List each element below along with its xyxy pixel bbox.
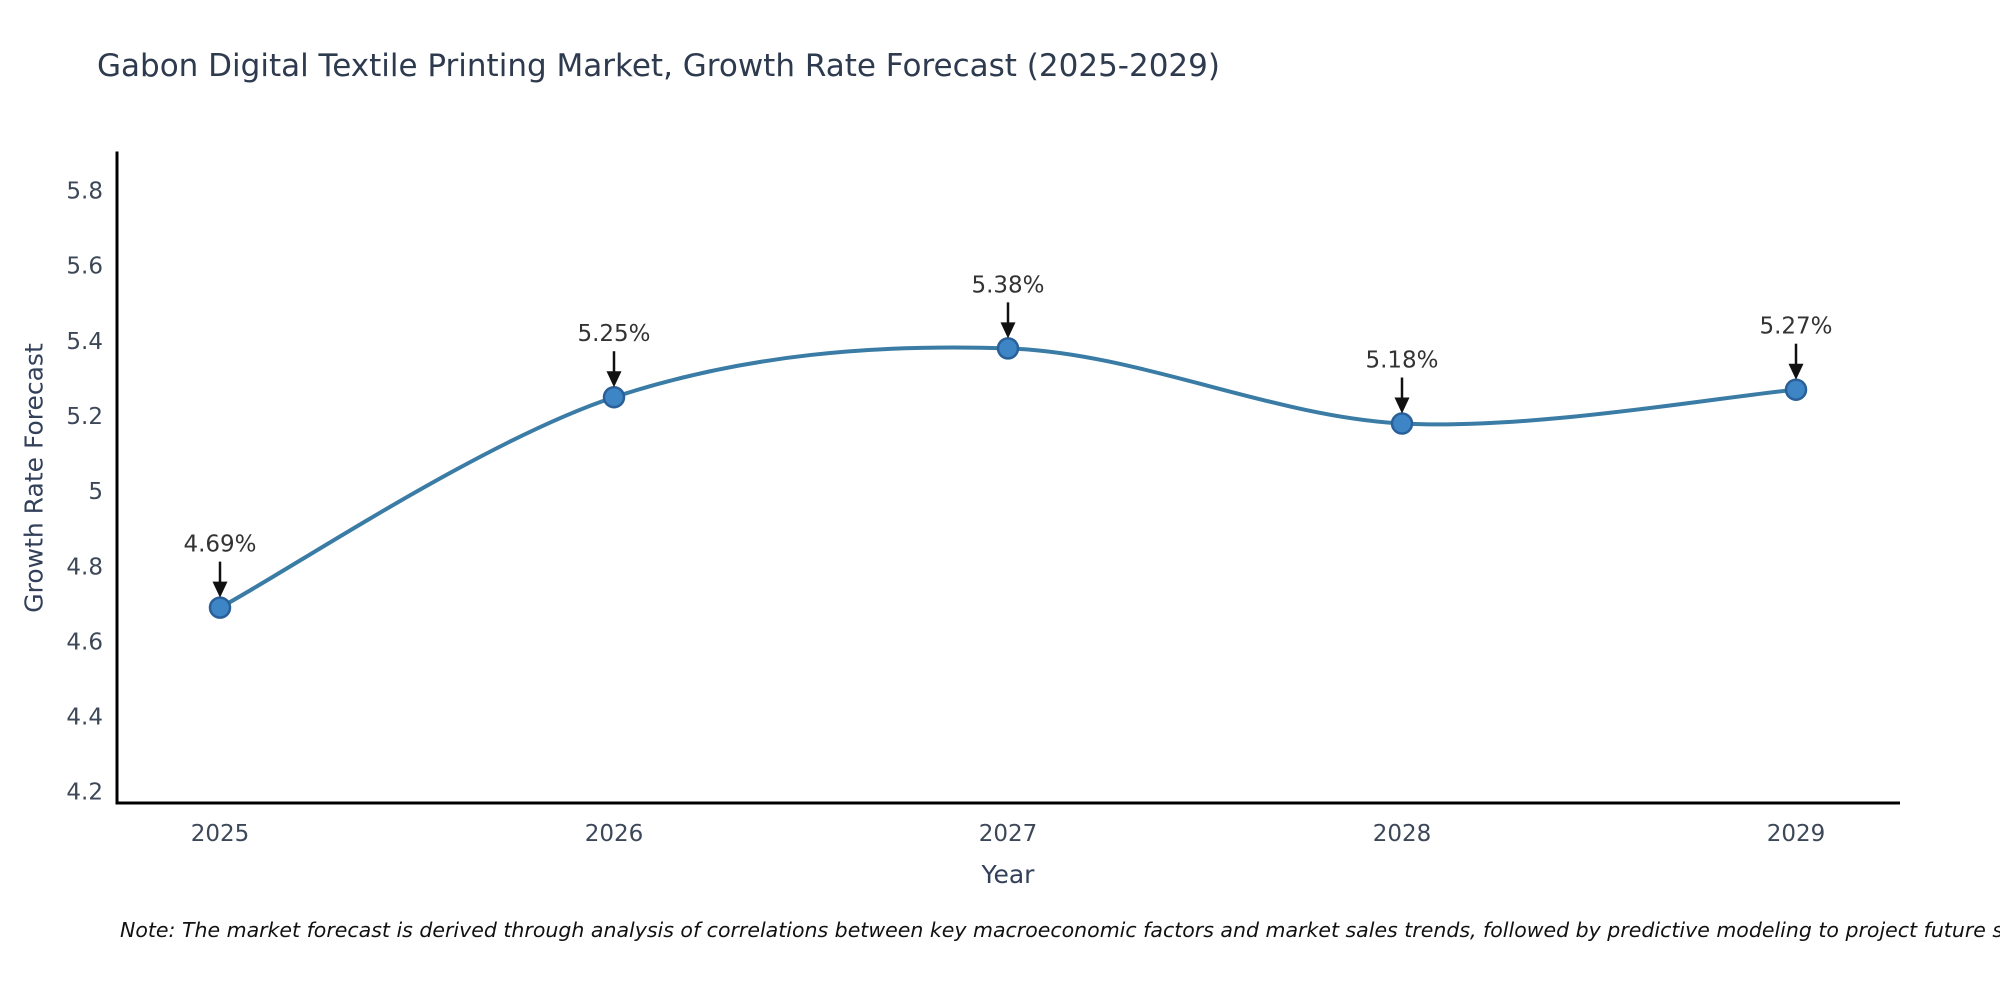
data-point-marker: [208, 596, 232, 619]
x-tick-label: 2029: [1767, 821, 1826, 847]
x-tick-label: 2027: [979, 821, 1038, 847]
y-tick-label: 5.4: [66, 329, 103, 355]
x-axis-title: Year: [981, 860, 1035, 889]
annotation-arrow-head: [606, 371, 622, 388]
data-point-marker: [1390, 412, 1414, 435]
y-tick-label: 5.6: [66, 254, 103, 280]
trend-line: [218, 345, 1798, 610]
annotation-label: 5.27%: [1759, 314, 1832, 340]
annotation-arrow-head: [1788, 363, 1804, 380]
y-tick-label: 4.4: [66, 705, 103, 731]
annotation-arrow-head: [212, 581, 228, 598]
data-point-marker: [996, 337, 1020, 360]
annotation-arrow-head: [1000, 322, 1016, 339]
annotation-label: 5.18%: [1365, 348, 1438, 374]
annotation-label: 4.69%: [183, 532, 256, 558]
y-tick-label: 5.8: [66, 179, 103, 205]
y-tick-label: 4.8: [66, 554, 103, 580]
annotation-arrow-head: [1394, 397, 1410, 414]
x-tick-label: 2025: [191, 821, 250, 847]
y-tick-label: 5.2: [66, 404, 103, 430]
y-tick-label: 4.6: [66, 629, 103, 655]
footnote: Note: The market forecast is derived thr…: [120, 918, 2000, 942]
data-point-marker: [1784, 378, 1808, 401]
x-tick-label: 2028: [1373, 821, 1432, 847]
x-tick-label: 2026: [585, 821, 644, 847]
y-tick-label: 5: [88, 479, 103, 505]
y-tick-label: 4.2: [66, 780, 103, 806]
chart-title: Gabon Digital Textile Printing Market, G…: [97, 48, 1220, 84]
data-point-marker: [602, 385, 626, 409]
annotation-label: 5.38%: [971, 272, 1044, 298]
annotation-label: 5.25%: [577, 321, 650, 347]
